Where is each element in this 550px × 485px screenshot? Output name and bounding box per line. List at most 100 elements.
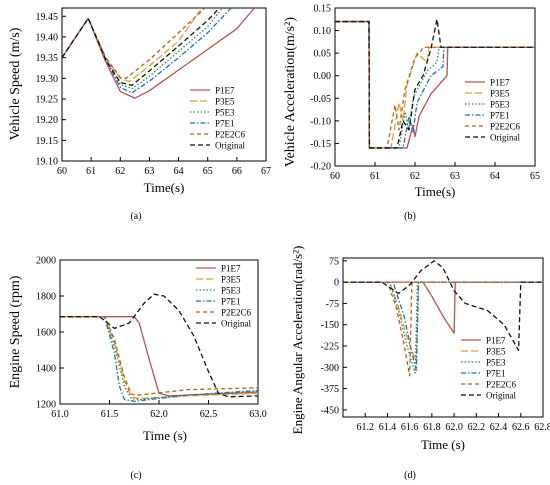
y-tick-label-b: -0.15 xyxy=(310,139,331,150)
x-tick-label-b: 60 xyxy=(330,171,340,182)
x-tick-label-d: 61.6 xyxy=(401,422,419,433)
series-line-p3e5-d xyxy=(343,281,543,363)
legend-label-original-a: Original xyxy=(215,141,245,151)
y-tick-label-c: 2000 xyxy=(36,256,56,267)
legend-label-p5e3-d: P5E3 xyxy=(486,358,506,368)
y-tick-label-b: -0.20 xyxy=(310,162,331,173)
series-line-original-d xyxy=(343,260,543,351)
y-tick-label-d: -225 xyxy=(321,342,339,353)
series-lines-c xyxy=(60,293,259,402)
legend-label-p3e5-d: P3E5 xyxy=(486,347,506,357)
series-line-p3e5-c xyxy=(60,316,259,400)
legend-label-p7e1-d: P7E1 xyxy=(486,369,506,379)
x-tick-label-d: 61.8 xyxy=(423,422,441,433)
x-axis-ticks-b: 60 61 62 63 64 65 xyxy=(330,162,540,182)
x-tick-label-d: 62.2 xyxy=(468,422,486,433)
y-axis-label-c: Engine Speed (rpm) xyxy=(8,275,23,388)
y-tick-label-c: 1600 xyxy=(36,328,56,339)
legend-label-p7e1-a: P7E1 xyxy=(215,119,235,129)
series-line-p2e2c6-b xyxy=(335,20,535,149)
series-line-p1e7-d xyxy=(343,281,543,334)
series-line-p5e3-d xyxy=(343,281,543,374)
x-tick-label-a: 66 xyxy=(232,166,242,177)
series-line-p5e3-a xyxy=(61,7,223,90)
legend-label-p5e3-b: P5E3 xyxy=(490,100,510,110)
y-tick-label-b: 0.15 xyxy=(314,4,332,15)
series-line-original-b xyxy=(335,18,535,149)
x-tick-label-c: 62.0 xyxy=(150,409,168,420)
legend-label-p5e3-c: P5E3 xyxy=(221,286,241,296)
x-axis-label-c: Time (s) xyxy=(143,428,187,443)
series-line-p2e2c6-d xyxy=(343,281,543,377)
x-axis-label-b: Time(s) xyxy=(415,184,456,199)
legend-label-p5e3-a: P5E3 xyxy=(215,108,235,118)
y-axis-label-b: Vehicle Acceleration(m/s²) xyxy=(283,17,298,167)
x-tick-label-b: 64 xyxy=(490,171,500,182)
x-tick-label-a: 63 xyxy=(144,166,154,177)
y-tick-label-c: 1400 xyxy=(36,364,56,375)
legend-label-p2e2c6-c: P2E2C6 xyxy=(221,308,252,318)
x-tick-label-c: 61.0 xyxy=(51,409,69,420)
x-tick-label-c: 62.5 xyxy=(200,409,218,420)
legend-label-p2e2c6-d: P2E2C6 xyxy=(486,380,517,390)
plot-area-d xyxy=(342,257,544,418)
legend-label-p2e2c6-a: P2E2C6 xyxy=(215,130,246,140)
y-tick-label-d: 75 xyxy=(329,256,339,267)
panel-d-engine-angular-acceleration: 750-75-150-225-300-375-450 61.2 61.4 61.6 6… xyxy=(290,246,550,481)
y-tick-label-b: 0.00 xyxy=(314,71,332,82)
x-axis-ticks-a: 60 61 62 63 64 65 66 67 xyxy=(57,157,271,177)
x-tick-label-a: 62 xyxy=(115,166,125,177)
x-tick-label-d: 61.2 xyxy=(356,422,374,433)
y-tick-label-c: 1800 xyxy=(36,292,56,303)
series-line-p5e3-c xyxy=(60,316,259,401)
legend-label-p3e5-a: P3E5 xyxy=(215,97,235,107)
x-tick-label-d: 62.0 xyxy=(445,422,463,433)
x-axis-ticks-c: 61.0 61.5 62.0 62.5 63.0 xyxy=(51,400,267,420)
y-tick-label-a: 19.35 xyxy=(36,53,59,64)
panel-b-vehicle-acceleration: -0.20-0.15-0.10-0.050.000.050.100.15 60 6… xyxy=(283,4,540,223)
plot-area-a xyxy=(61,7,267,162)
legend-label-p1e7-b: P1E7 xyxy=(490,78,510,88)
y-tick-label-c: 1200 xyxy=(36,400,56,411)
series-line-p7e1-b xyxy=(335,20,535,149)
series-lines-b xyxy=(335,18,535,149)
panel-label-c: (c) xyxy=(130,470,141,481)
x-tick-label-d: 62.6 xyxy=(512,422,530,433)
y-tick-label-a: 19.45 xyxy=(36,12,59,23)
x-tick-label-c: 61.5 xyxy=(101,409,119,420)
panel-label-a: (a) xyxy=(130,211,141,222)
y-axis-ticks-c: 1200 1400 1600 1800 2000 xyxy=(36,256,64,411)
x-tick-label-b: 65 xyxy=(530,171,540,182)
x-tick-label-d: 62.8 xyxy=(534,422,550,433)
y-tick-label-a: 19.15 xyxy=(36,136,59,147)
series-line-p2e2c6-c xyxy=(60,316,259,396)
legend-label-original-c: Original xyxy=(221,319,251,329)
x-tick-label-a: 60 xyxy=(57,166,67,177)
x-tick-label-a: 65 xyxy=(203,166,213,177)
x-tick-label-d: 62.4 xyxy=(490,422,508,433)
y-axis-label-a: Vehicle Speed (m/s) xyxy=(8,27,23,140)
y-tick-label-d: -150 xyxy=(321,320,339,331)
y-tick-label-d: 0 xyxy=(334,278,339,289)
panel-a-vehicle-speed: 19.10 19.15 19.20 19.25 19.30 19.35 19.40 19.45… xyxy=(8,7,271,222)
series-line-p7e1-d xyxy=(343,281,543,371)
series-line-p7e1-c xyxy=(60,316,259,402)
legend-label-p1e7-d: P1E7 xyxy=(486,336,506,346)
legend-label-p1e7-a: P1E7 xyxy=(215,86,235,96)
x-tick-label-b: 63 xyxy=(450,171,460,182)
panel-c-engine-speed: 1200 1400 1600 1800 2000 61.0 61.5 62.0 62.5 63.… xyxy=(8,256,267,482)
series-line-original-a xyxy=(61,7,220,86)
y-axis-ticks-d: 75 0 -75 -150 -225 -300 -375 -450 xyxy=(321,256,347,416)
y-tick-label-b: 0.10 xyxy=(314,26,332,37)
x-tick-label-b: 61 xyxy=(370,171,380,182)
legend-label-p1e7-c: P1E7 xyxy=(221,264,241,274)
series-lines-d xyxy=(343,260,543,377)
series-line-p1e7-c xyxy=(60,316,259,397)
y-tick-label-b: -0.05 xyxy=(310,94,331,105)
y-axis-label-d: Engine Angular Acceleration(rad/s²) xyxy=(290,246,305,435)
